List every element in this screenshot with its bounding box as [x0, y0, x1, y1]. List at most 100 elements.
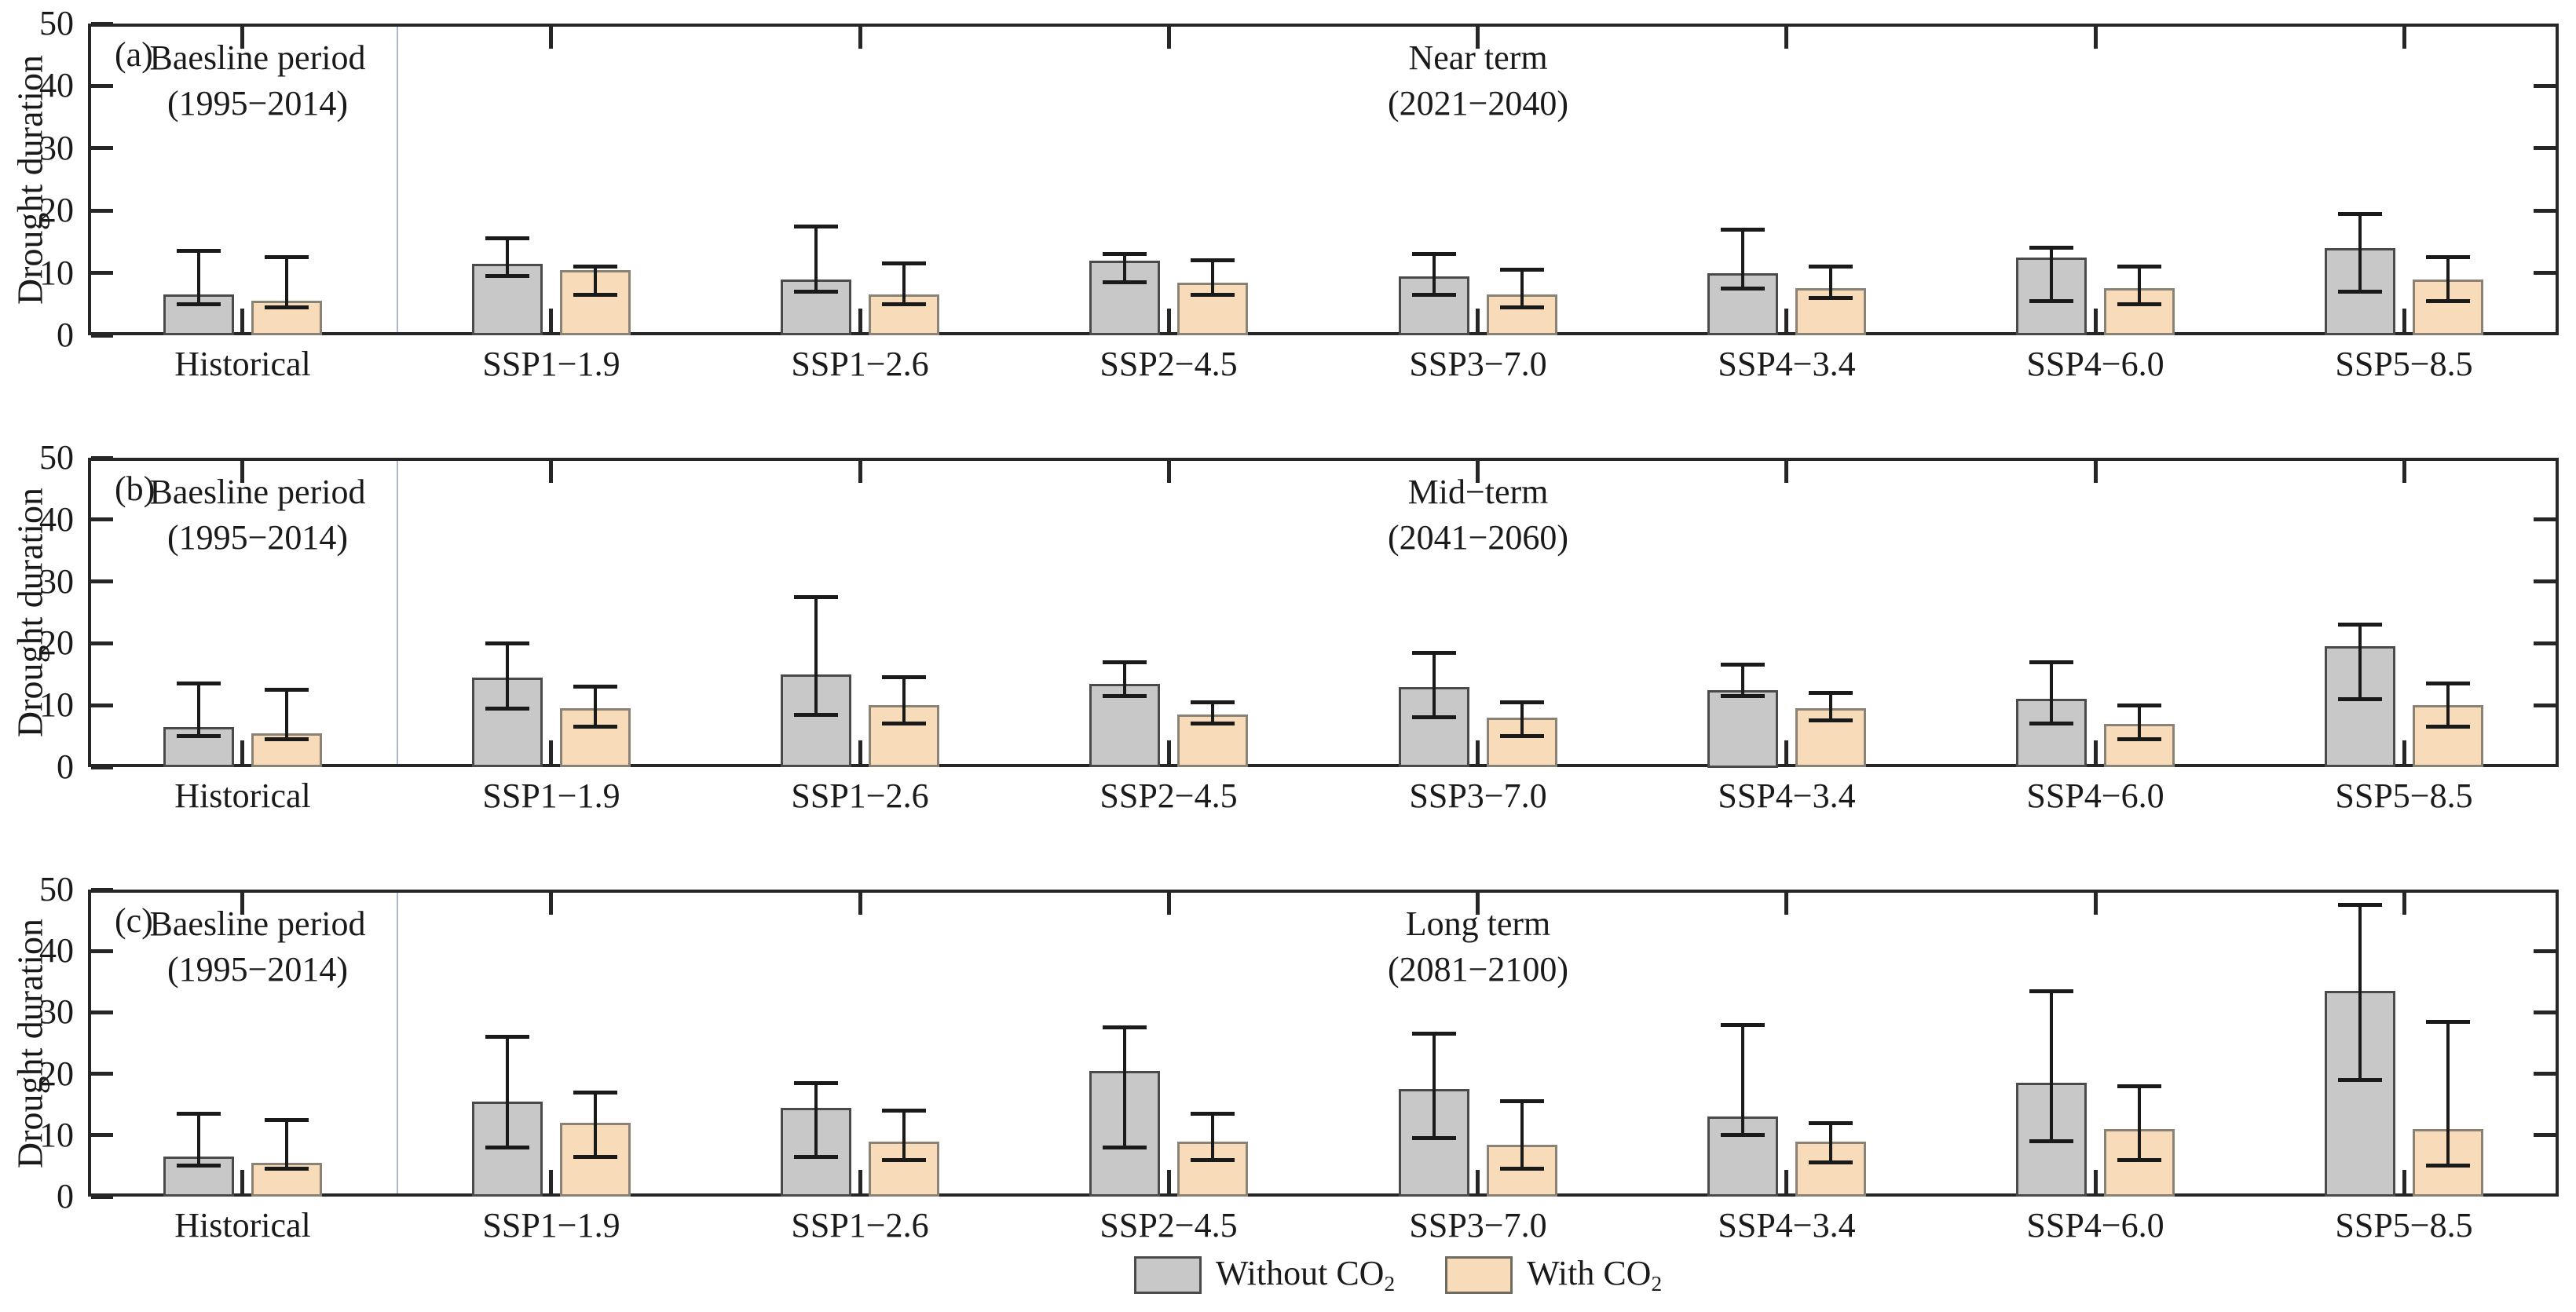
x-tick-bottom [1476, 740, 1480, 764]
error-bar-cap-top [2029, 989, 2073, 993]
x-tick-top [1784, 27, 1788, 49]
error-bar-cap-bottom [1809, 296, 1853, 300]
error-bar-line [197, 684, 200, 736]
y-tick-left [91, 1133, 113, 1137]
error-bar-line [594, 687, 597, 727]
x-tick-top [858, 461, 862, 483]
error-bar-cap-bottom [573, 725, 617, 729]
error-bar-cap-top [1500, 1099, 1544, 1103]
error-bar-line [1123, 254, 1126, 283]
error-bar-cap-bottom [573, 293, 617, 297]
y-tick-label: 50 [39, 870, 74, 908]
y-tick-label: 50 [39, 438, 74, 477]
error-bar-line [1211, 702, 1214, 724]
error-bar-line [1433, 1034, 1436, 1138]
baseline-annotation-line1: Baesline period [149, 473, 366, 511]
x-tick-top [1167, 27, 1171, 49]
error-bar-cap-top [2426, 1020, 2470, 1024]
error-bar-cap-bottom [1500, 734, 1544, 738]
error-bar-cap-top [882, 675, 926, 679]
panel-letter: (b) [115, 470, 156, 508]
x-tick-top [1167, 893, 1171, 915]
y-tick-right [2534, 1072, 2556, 1076]
x-category-label: SSP1−2.6 [791, 345, 929, 383]
error-bar-cap-top [177, 682, 221, 685]
y-tick-left [91, 22, 113, 26]
error-bar-cap-bottom [1809, 1160, 1853, 1164]
error-bar-cap-top [2338, 903, 2382, 907]
y-tick-left [91, 1195, 113, 1199]
error-bar-cap-bottom [1500, 1167, 1544, 1171]
error-bar-line [814, 597, 818, 714]
error-bar-line [1829, 693, 1832, 720]
x-category-label: SSP4−6.0 [2026, 345, 2164, 383]
error-bar-line [1741, 1025, 1744, 1135]
error-bar-cap-top [2338, 212, 2382, 216]
panel-letter: (c) [115, 901, 153, 940]
x-tick-bottom [240, 309, 244, 332]
error-bar-cap-bottom [1721, 1133, 1765, 1137]
x-tick-top [1476, 893, 1480, 915]
x-tick-bottom [858, 1170, 862, 1193]
legend-item-with-co2: With CO2 [1445, 1253, 1662, 1296]
error-bar-line [1123, 662, 1126, 696]
y-tick-label: 0 [57, 1177, 74, 1215]
x-tick-top [2402, 461, 2406, 483]
error-bar-cap-top [1809, 1121, 1853, 1125]
y-tick-left [91, 84, 113, 88]
y-tick-right [2534, 1133, 2556, 1137]
error-bar-cap-bottom [485, 1146, 529, 1149]
error-bar-cap-bottom [2029, 1139, 2073, 1143]
error-bar-cap-top [1412, 651, 1456, 655]
x-tick-bottom [1167, 1170, 1171, 1193]
x-tick-top [1476, 27, 1480, 49]
error-bar-cap-top [1721, 1023, 1765, 1027]
error-bar-cap-top [485, 641, 529, 645]
y-tick-label: 10 [39, 1116, 74, 1154]
error-bar-line [1829, 267, 1832, 298]
error-bar-cap-top [2426, 255, 2470, 259]
error-bar-cap-top [573, 265, 617, 269]
error-bar-cap-top [265, 1118, 309, 1122]
error-bar-line [594, 267, 597, 295]
error-bar-cap-bottom [1191, 722, 1235, 725]
error-bar-cap-bottom [1721, 287, 1765, 291]
error-bar-line [506, 643, 509, 708]
error-bar-cap-top [1103, 252, 1147, 256]
x-category-label: SSP1−2.6 [791, 777, 929, 815]
error-bar-cap-top [177, 1112, 221, 1116]
x-tick-bottom [858, 740, 862, 764]
x-category-label: SSP4−6.0 [2026, 1206, 2164, 1244]
error-bar-cap-top [265, 688, 309, 692]
x-tick-bottom [549, 309, 553, 332]
x-category-label: SSP4−3.4 [1718, 1206, 1856, 1244]
y-tick-left [91, 641, 113, 645]
error-bar-cap-top [1721, 228, 1765, 232]
legend-subscript: 2 [1384, 1272, 1396, 1296]
without-co2-swatch [1133, 1255, 1202, 1294]
error-bar-cap-top [1103, 660, 1147, 664]
bar-without-co2 [472, 264, 543, 335]
x-tick-bottom [2094, 740, 2098, 764]
error-bar-cap-bottom [1103, 1146, 1147, 1149]
x-tick-bottom [1784, 1170, 1788, 1193]
error-bar-cap-bottom [882, 722, 926, 725]
error-bar-cap-bottom [794, 1155, 838, 1159]
error-bar-cap-top [1500, 268, 1544, 272]
y-tick-left [91, 704, 113, 707]
y-tick-right [2534, 271, 2556, 275]
error-bar-line [902, 1111, 906, 1160]
x-tick-bottom [1167, 309, 1171, 332]
x-tick-bottom [1784, 740, 1788, 764]
error-bar-cap-top [794, 595, 838, 599]
error-bar-line [2050, 248, 2053, 301]
y-tick-label: 0 [57, 747, 74, 786]
x-tick-top [1784, 461, 1788, 483]
bar-without-co2 [1707, 690, 1778, 768]
x-tick-top [2094, 461, 2098, 483]
y-tick-label: 40 [39, 931, 74, 970]
x-tick-top [1476, 461, 1480, 483]
error-bar-line [2138, 267, 2141, 305]
y-tick-label: 50 [39, 4, 74, 42]
legend-text: Without CO [1215, 1254, 1385, 1292]
